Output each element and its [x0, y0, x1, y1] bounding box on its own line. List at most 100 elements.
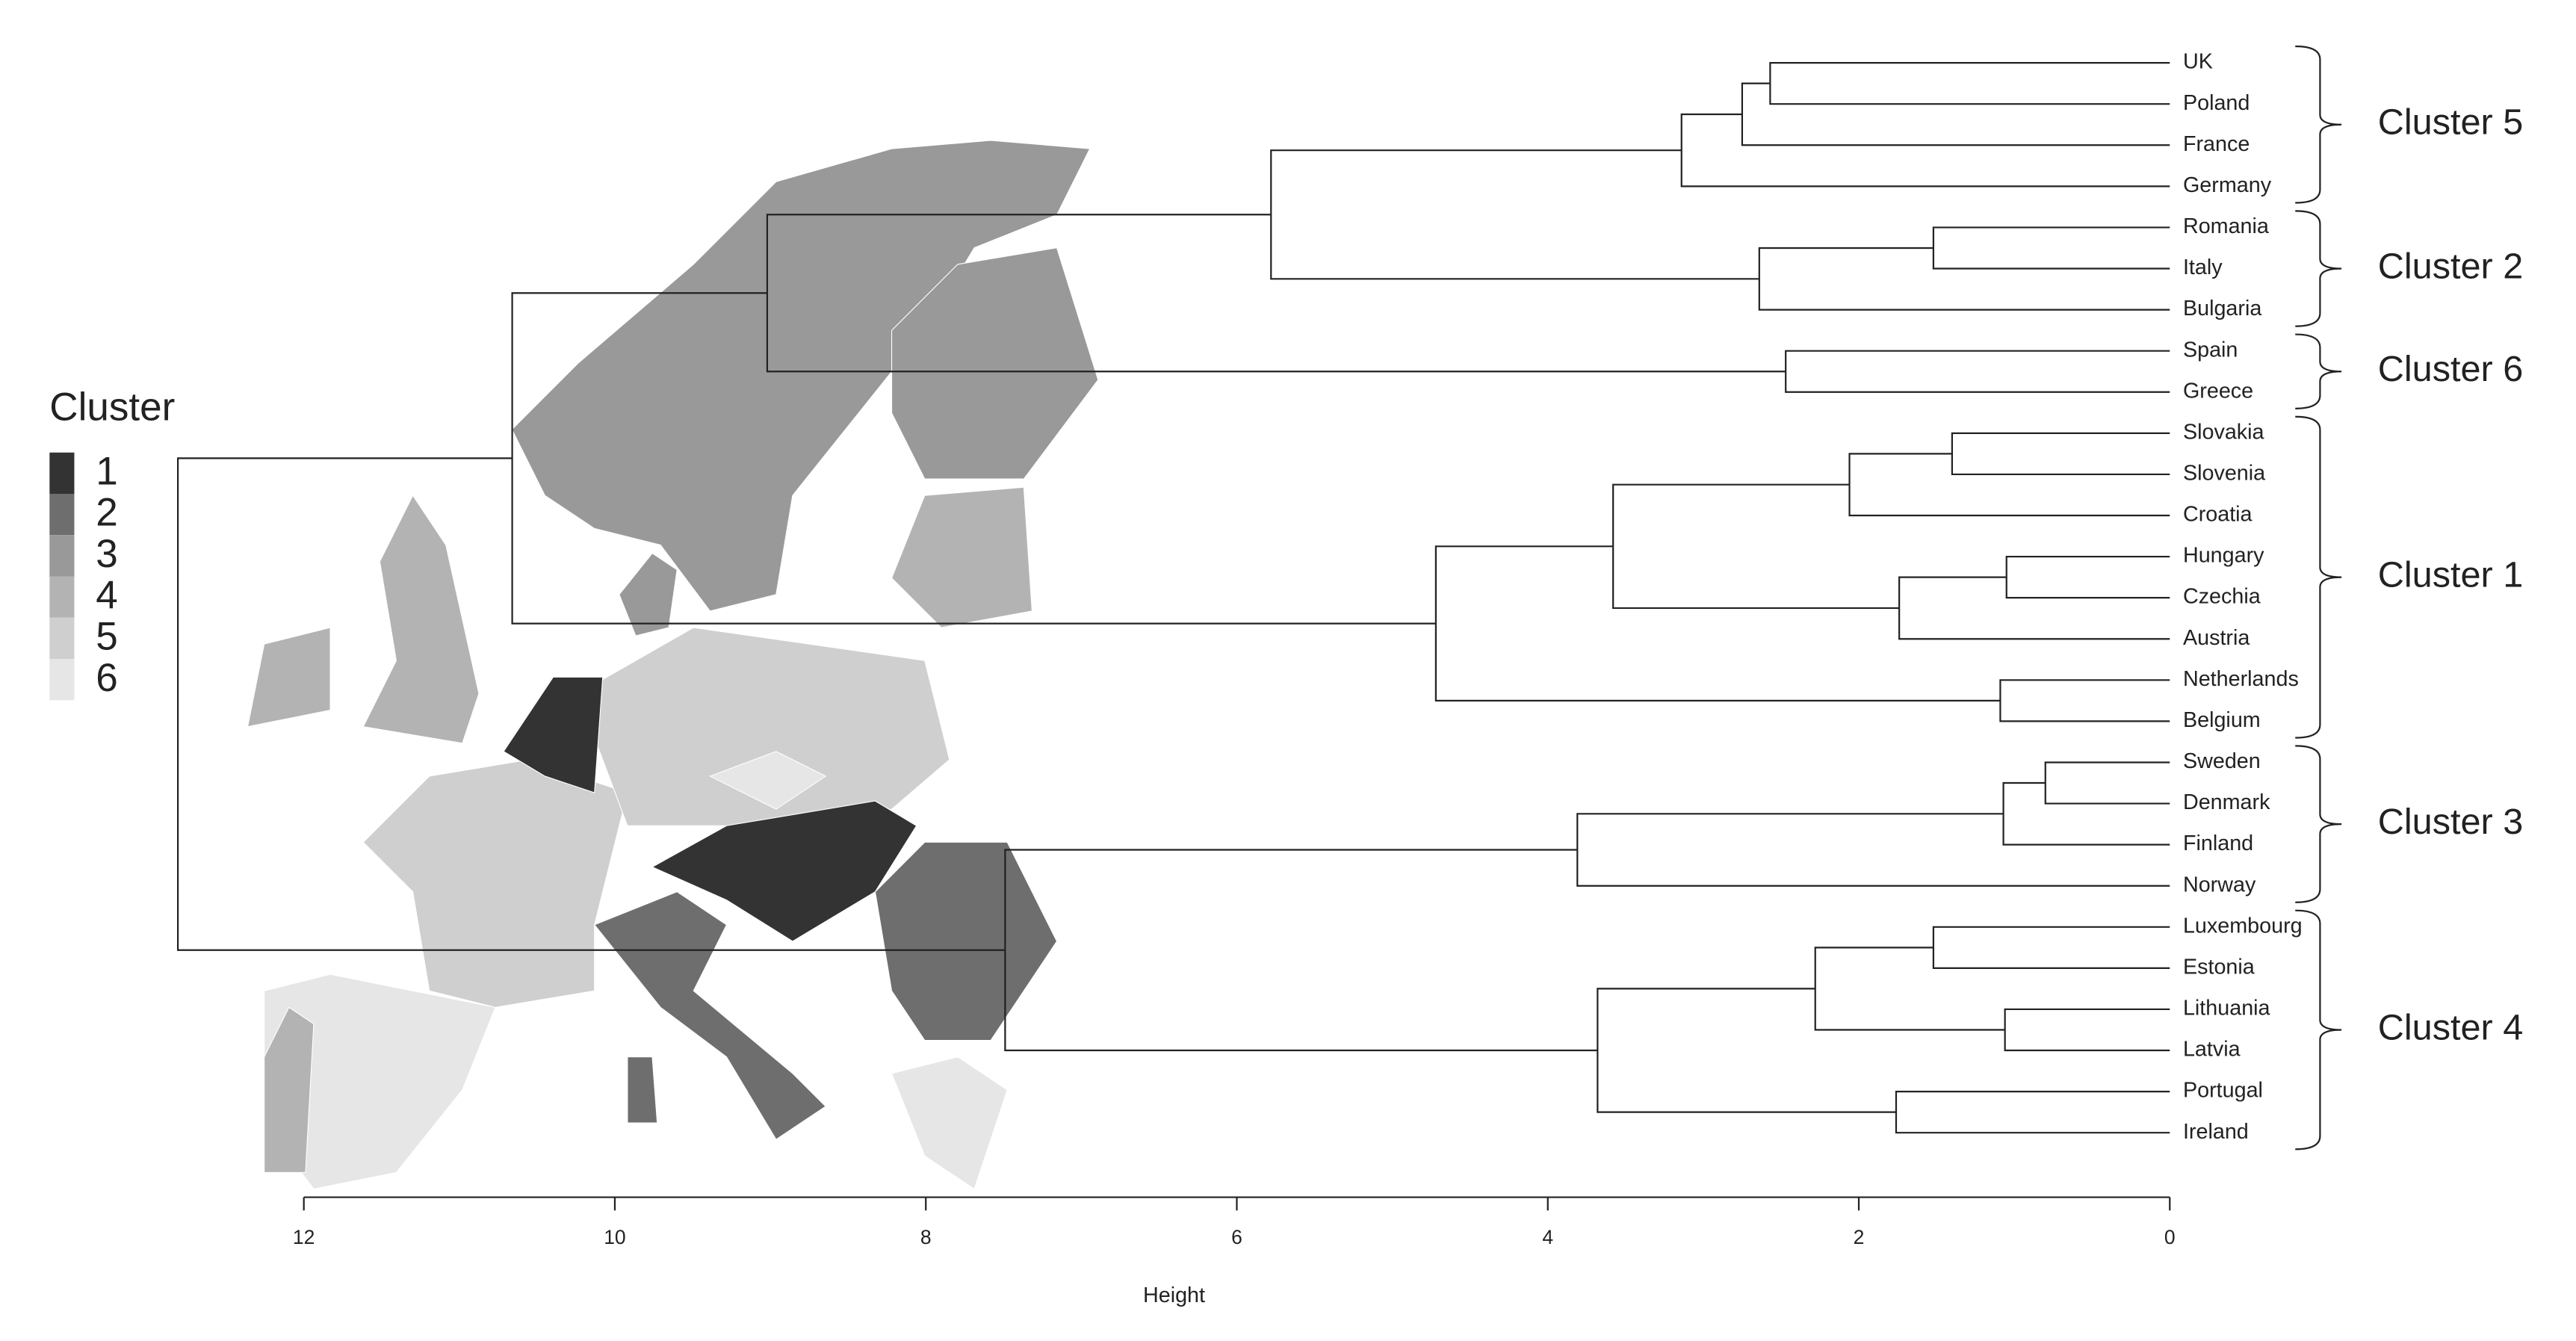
- cluster-bracket: [2295, 333, 2342, 409]
- legend-swatch: [49, 617, 75, 660]
- leaf-label: Croatia: [2183, 503, 2253, 527]
- x-tick-label: 6: [1231, 1226, 1242, 1248]
- legend-label: 6: [96, 656, 118, 700]
- map-region: [503, 676, 604, 793]
- dendrogram-link: [1814, 947, 2005, 1031]
- map-region: [577, 627, 950, 826]
- leaf-label: Norway: [2183, 873, 2256, 896]
- x-tick-label: 10: [604, 1226, 626, 1248]
- dendrogram-link: [1680, 113, 2170, 188]
- dendrogram-link: [2044, 761, 2170, 805]
- legend-label: 2: [96, 491, 118, 535]
- map-region: [511, 140, 1091, 612]
- cluster-bracket: [2295, 415, 2342, 739]
- cluster-label: Cluster 1: [2378, 554, 2524, 595]
- leaf-label: UK: [2183, 50, 2213, 74]
- leaf-label: Portugal: [2183, 1079, 2263, 1103]
- dendrogram-link: [1769, 62, 2170, 105]
- dendrogram-link: [1848, 453, 2170, 517]
- leaf-label: Bulgaria: [2183, 297, 2261, 320]
- x-tick-label: 0: [2164, 1226, 2176, 1248]
- dendrogram-link: [1270, 149, 1759, 280]
- map-region: [709, 751, 827, 810]
- legend-swatch: [49, 535, 75, 577]
- map-region: [593, 891, 826, 1140]
- leaf-label: Slovakia: [2183, 420, 2264, 444]
- leaf-label: Romania: [2183, 214, 2269, 238]
- leaf-label: Greece: [2183, 379, 2253, 403]
- legend-swatch: [49, 659, 75, 701]
- dendrogram-link: [2002, 781, 2170, 846]
- leaf-label: Hungary: [2183, 544, 2264, 568]
- dendrogram-link: [1951, 432, 2170, 476]
- leaf-label: Czechia: [2183, 585, 2261, 609]
- map-region: [619, 552, 678, 637]
- map-region: [264, 1006, 315, 1173]
- leaf-label: Poland: [2183, 91, 2250, 115]
- dendrogram-link: [176, 457, 1006, 951]
- x-tick-label: 8: [920, 1226, 932, 1248]
- legend-title: Cluster: [49, 385, 175, 429]
- map-region: [651, 800, 917, 942]
- legend-swatch: [49, 494, 75, 536]
- leaf-label: Spain: [2183, 338, 2238, 362]
- leaf-label: Italy: [2183, 255, 2223, 279]
- leaf-label: Slovenia: [2183, 462, 2265, 486]
- x-axis-title: Height: [1143, 1283, 1205, 1307]
- legend-label: 5: [96, 615, 118, 659]
- x-tick-label: 4: [1542, 1226, 1553, 1248]
- legend-swatch: [49, 576, 75, 618]
- dendrogram-link: [1895, 1091, 2170, 1134]
- map-region: [891, 1056, 1008, 1190]
- dendrogram-link: [1576, 813, 2170, 887]
- cluster-label: Cluster 3: [2378, 802, 2524, 842]
- x-tick-label: 2: [1854, 1226, 1865, 1248]
- dendrogram-link: [1999, 679, 2170, 722]
- dendrogram-link: [1741, 82, 2170, 146]
- map-region: [874, 841, 1058, 1041]
- dendrogram-link: [1434, 545, 2001, 702]
- cluster-bracket: [2295, 745, 2342, 903]
- dendrogram-link: [1597, 988, 1896, 1113]
- leaf-label: Ireland: [2183, 1120, 2249, 1144]
- leaf-label: Belgium: [2183, 708, 2261, 732]
- legend-label: 4: [96, 573, 118, 617]
- cluster-bracket: [2295, 909, 2342, 1150]
- dendrogram-link: [1898, 576, 2170, 640]
- legend-swatch: [49, 452, 75, 495]
- leaf-label: Germany: [2183, 173, 2272, 197]
- leaf-label: France: [2183, 132, 2250, 156]
- cluster-bracket: [2295, 210, 2342, 327]
- map-region: [247, 627, 331, 728]
- leaf-label: Sweden: [2183, 749, 2261, 773]
- legend-label: 3: [96, 532, 118, 576]
- leaf-label: Denmark: [2183, 790, 2270, 814]
- legend-label: 1: [96, 449, 118, 493]
- dendrogram-link: [766, 214, 1786, 373]
- cluster-label: Cluster 2: [2378, 246, 2524, 286]
- map-region: [362, 759, 628, 1008]
- cluster-label: Cluster 4: [2378, 1007, 2524, 1047]
- dendrogram-link: [1932, 926, 2170, 969]
- cluster-bracket: [2295, 45, 2342, 204]
- leaf-label: Estonia: [2183, 955, 2255, 979]
- dendrogram-link: [1004, 849, 1598, 1052]
- leaf-label: Lithuania: [2183, 997, 2270, 1021]
- map-region: [891, 247, 1099, 480]
- leaf-label: Netherlands: [2183, 667, 2299, 691]
- dendrogram-link: [1758, 247, 2170, 311]
- leaf-label: Luxembourg: [2183, 914, 2303, 938]
- map: [247, 140, 1099, 1190]
- map-region: [362, 495, 480, 744]
- cluster-label: Cluster 6: [2378, 349, 2524, 389]
- dendrogram-link: [1785, 350, 2170, 393]
- dendrogram-link: [1932, 226, 2170, 270]
- map-region: [627, 1056, 658, 1124]
- leaf-label: Finland: [2183, 831, 2253, 855]
- cluster-label: Cluster 5: [2378, 102, 2524, 143]
- dendrogram-link: [2004, 1008, 2170, 1052]
- dendrogram-link: [1612, 483, 1900, 610]
- dendrogram-link: [2005, 555, 2170, 599]
